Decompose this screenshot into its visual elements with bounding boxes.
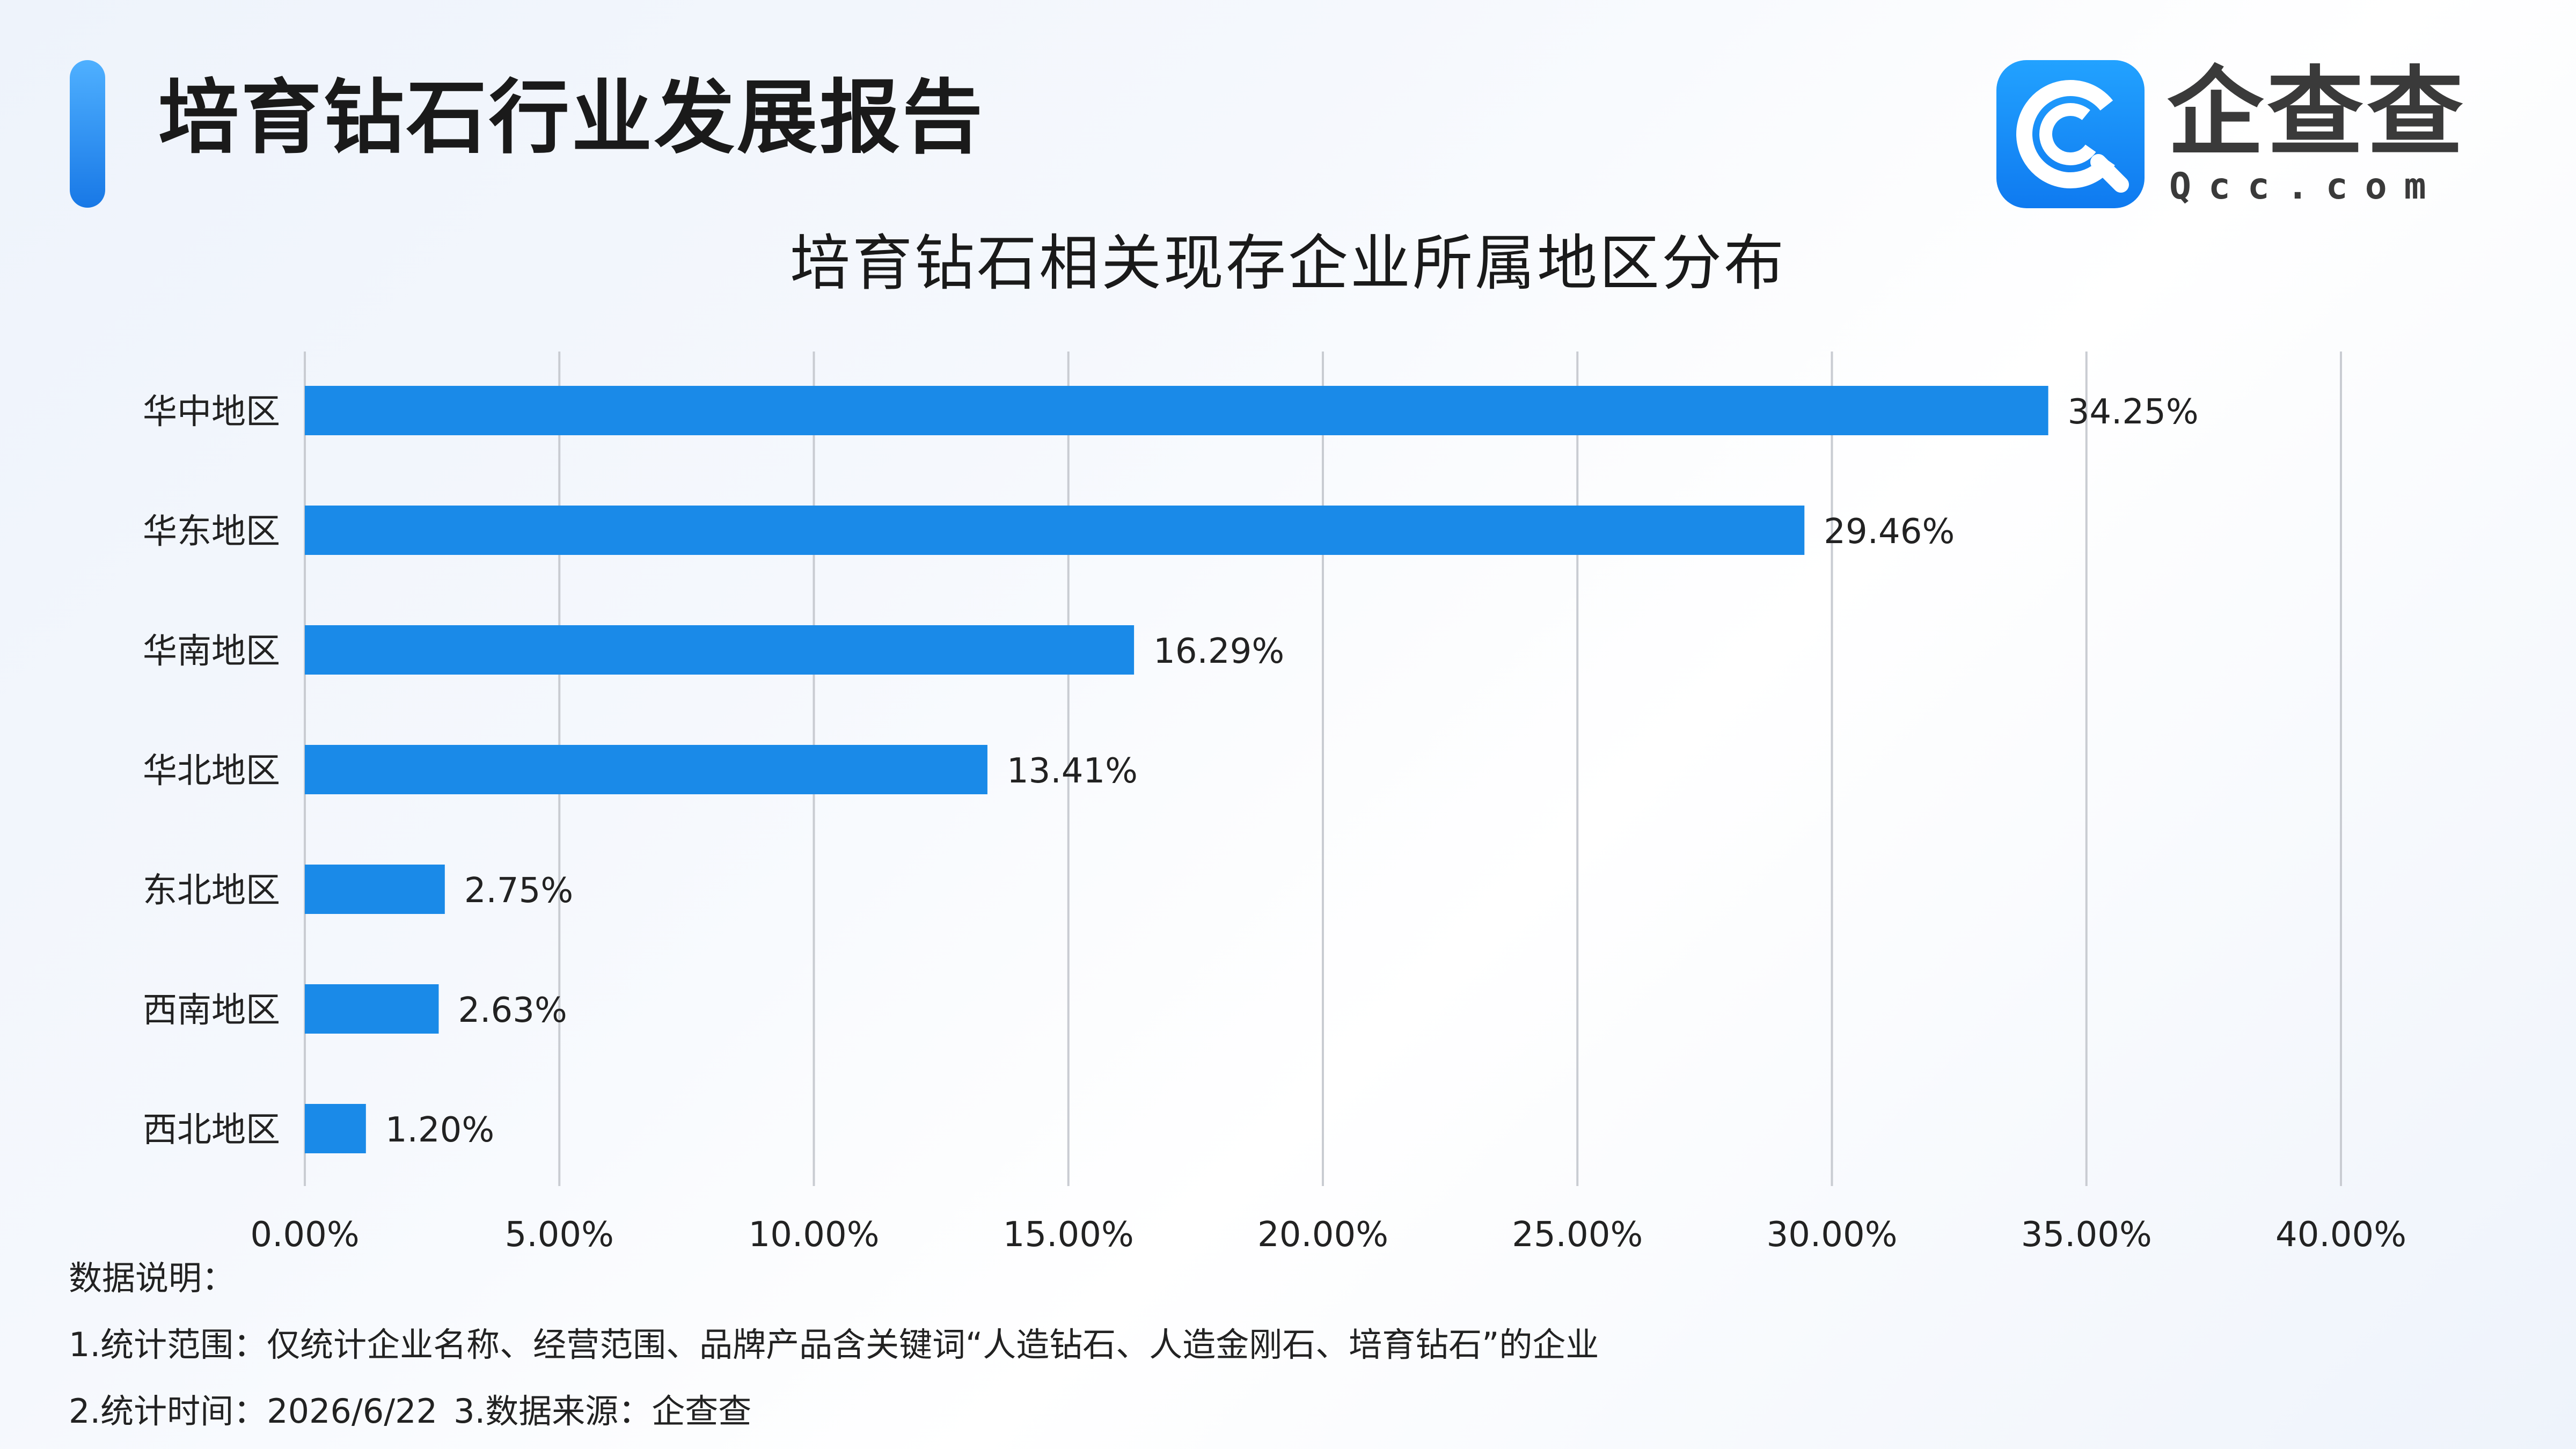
- data-label: 13.41%: [1007, 751, 1138, 791]
- data-label: 34.25%: [2068, 392, 2199, 432]
- notes-scope: 1.统计范围：仅统计企业名称、经营范围、品牌产品含关键词“人造钻石、人造金刚石、…: [69, 1325, 1599, 1364]
- notes-heading: 数据说明：: [69, 1258, 236, 1298]
- notes-source: 3.数据来源：企查查: [453, 1392, 752, 1431]
- category-label: 华北地区: [143, 751, 280, 791]
- x-tick-label: 25.00%: [1512, 1215, 1643, 1255]
- category-label: 西北地区: [143, 1110, 280, 1150]
- chart-title: 培育钻石相关现存企业所属地区分布: [790, 229, 1786, 298]
- category-label: 东北地区: [143, 871, 280, 911]
- labels: 0.00% 5.00% 10.00% 15.00% 20.00% 25.00% 30.00%…: [143, 392, 2406, 1255]
- x-tick-label: 5.00%: [505, 1215, 614, 1255]
- x-tick-label: 10.00%: [748, 1215, 879, 1255]
- title-accent-bar: [70, 60, 105, 208]
- bar: [305, 984, 439, 1034]
- bar: [305, 865, 445, 914]
- bar: [305, 745, 987, 794]
- notes-time-source: 2.统计时间：2026/6/22 3.数据来源：企查查: [69, 1378, 1599, 1445]
- category-label: 华东地区: [143, 512, 280, 552]
- x-tick-label: 30.00%: [1766, 1215, 1897, 1255]
- bars: [305, 386, 2048, 1153]
- qcc-logo-icon: [1996, 60, 2145, 208]
- data-notes: 数据说明： 1.统计范围：仅统计企业名称、经营范围、品牌产品含关键词“人造钻石、…: [69, 1245, 1599, 1445]
- bar: [305, 1104, 366, 1153]
- bar: [305, 625, 1135, 675]
- data-label: 2.63%: [458, 991, 567, 1030]
- x-tick-label: 20.00%: [1257, 1215, 1388, 1255]
- x-tick-label: 40.00%: [2275, 1215, 2406, 1255]
- category-label: 西南地区: [143, 991, 280, 1030]
- qcc-logo[interactable]: 企查查 Qcc.com: [1996, 60, 2469, 210]
- category-label: 华南地区: [143, 632, 280, 671]
- logo-english-name: Qcc.com: [2169, 165, 2443, 208]
- page-title: 培育钻石行业发展报告: [158, 71, 985, 165]
- bar: [305, 386, 2048, 435]
- x-tick-label: 35.00%: [2021, 1215, 2152, 1255]
- data-label: 1.20%: [385, 1110, 494, 1150]
- logo-chinese-name: 企查查: [2167, 57, 2467, 169]
- data-label: 2.75%: [464, 871, 573, 911]
- x-tick-label: 0.00%: [250, 1215, 359, 1255]
- x-tick-label: 15.00%: [1003, 1215, 1134, 1255]
- bar: [305, 506, 1805, 555]
- data-label: 29.46%: [1824, 512, 1955, 552]
- category-label: 华中地区: [143, 392, 280, 432]
- notes-time: 2.统计时间：2026/6/22: [69, 1392, 438, 1431]
- data-label: 16.29%: [1153, 632, 1284, 671]
